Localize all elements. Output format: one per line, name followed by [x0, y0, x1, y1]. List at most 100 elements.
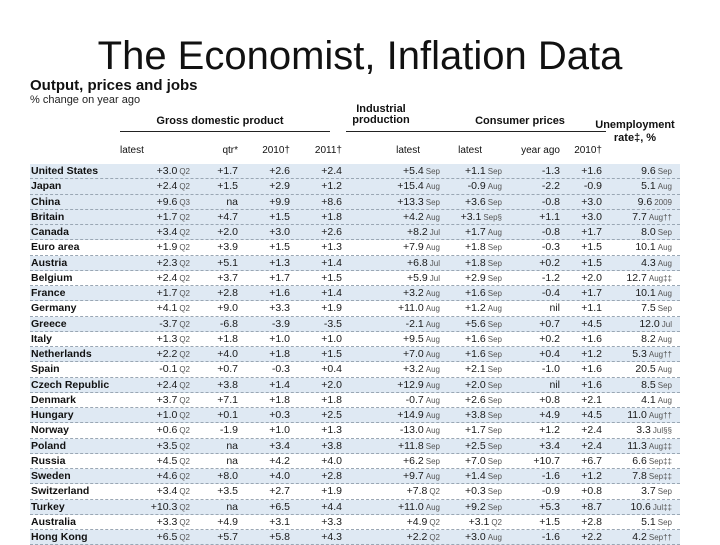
unemployment-rate-value: 5.1	[641, 180, 656, 193]
unemployment-rate-period: Aug‡‡	[648, 441, 672, 451]
table-row: China +9.6 Q3 na +9.9 +8.6 +13.3 Sep +3.6 Sep -0.8…	[30, 194, 680, 210]
unemployment-rate-value: 10.1	[635, 241, 656, 254]
cpi-year-ago-value: +4.9	[539, 409, 560, 421]
unemployment-rate-period: Aug	[657, 365, 672, 375]
country-name: Euro area	[31, 241, 80, 254]
gdp-qtr-value: +3.7	[217, 271, 238, 284]
col-cpi-year-ago: year ago	[521, 145, 560, 156]
cpi-latest-value: +1.6	[465, 332, 486, 345]
gdp-2011: -3.5	[292, 317, 342, 332]
gdp-latest-period: Q2	[179, 426, 190, 436]
gdp-latest-period: Q2	[179, 228, 190, 237]
gdp-qtr-value: -6.8	[219, 317, 238, 330]
cpi-year-ago-value: -0.8	[541, 226, 560, 238]
ip-latest-period: Sep	[425, 167, 440, 176]
cpi-latest-value: +1.8	[465, 256, 486, 269]
gdp-qtr-value: na	[226, 454, 238, 467]
gdp-2010-value: +3.1	[269, 515, 290, 528]
unemployment-rate: 5.1 Sep	[602, 515, 672, 530]
cpi-2010: +2.4	[560, 439, 602, 454]
gdp-latest: +2.3 Q2	[90, 256, 190, 271]
gdp-latest-value: -0.1	[159, 363, 178, 376]
cpi-2010-value: +2.1	[581, 393, 602, 406]
country-name: Greece	[31, 317, 67, 330]
gdp-2011-value: +1.3	[321, 424, 342, 437]
gdp-2011-value: +2.4	[321, 165, 342, 177]
gdp-2011-value: -3.5	[323, 317, 342, 330]
table-row: Russia +4.5 Q2 na +4.2 +4.0 +6.2 Sep +7.0 Sep +10.…	[30, 454, 680, 469]
gdp-qtr-value: +4.7	[217, 210, 238, 223]
gdp-2010: +3.1	[230, 515, 290, 530]
gdp-2010: +3.4	[230, 439, 290, 454]
ip-latest-value: +11.0	[397, 500, 424, 513]
cpi-2010: -0.9	[560, 179, 602, 194]
gdp-latest-value: +3.0	[156, 165, 178, 177]
country-name: Norway	[31, 424, 69, 437]
cpi-2010-value: +1.5	[581, 241, 602, 254]
ip-latest: +7.9 Aug	[340, 240, 440, 255]
cpi-latest-value: +3.1	[468, 515, 490, 528]
gdp-2010-value: +2.9	[269, 180, 290, 193]
cpi-2010: +2.4	[560, 423, 602, 438]
gdp-2011-value: +1.4	[321, 287, 342, 299]
cpi-latest-value: +2.5	[465, 439, 486, 452]
gdp-qtr-value: na	[226, 500, 238, 513]
cpi-latest-value: +1.6	[465, 348, 486, 360]
unemp-group-header-line2: rate‡, %	[613, 132, 657, 144]
country-name: Germany	[31, 302, 77, 315]
gdp-2010: -3.9	[230, 317, 290, 332]
col-gdp-2010: 2010†	[262, 145, 290, 156]
gdp-2010-value: +3.3	[269, 302, 290, 315]
gdp-qtr: +1.5	[182, 179, 238, 194]
ip-latest: +2.2 Q2	[340, 530, 440, 545]
ip-latest: +5.9 Jul	[340, 271, 440, 286]
cpi-latest-value: +1.7	[465, 226, 486, 238]
gdp-2011: +4.3	[292, 530, 342, 545]
cpi-latest-period: Sep	[487, 334, 502, 344]
gdp-2011-value: +0.4	[321, 363, 342, 376]
ip-latest-period: Aug	[425, 212, 440, 222]
table-row: Australia +3.3 Q2 +4.9 +3.1 +3.3 +4.9 Q2 +3.1 Q2 +…	[30, 515, 680, 530]
gdp-latest-value: +4.6	[156, 470, 178, 482]
gdp-2010-value: +3.0	[269, 226, 290, 238]
gdp-2010-value: +9.9	[269, 195, 290, 208]
gdp-latest: +3.0 Q2	[90, 164, 190, 179]
unemployment-rate-value: 7.7	[632, 210, 647, 223]
ip-latest-value: +9.7	[403, 470, 424, 482]
gdp-latest: +2.4 Q2	[90, 271, 190, 286]
gdp-2011: +1.5	[292, 271, 342, 286]
cpi-latest-value: +1.6	[465, 287, 486, 299]
table-row: Spain -0.1 Q2 +0.7 -0.3 +0.4 +3.2 Aug +2.1 Sep -1.…	[30, 362, 680, 378]
cpi-latest: -0.9 Aug	[430, 179, 502, 194]
gdp-qtr-value: +3.9	[217, 241, 238, 254]
ip-latest: +8.2 Jul	[340, 225, 440, 240]
cpi-2010: +6.7	[560, 454, 602, 469]
ip-latest: +6.2 Sep	[340, 454, 440, 469]
cpi-year-ago-value: -1.3	[541, 165, 560, 177]
cpi-latest-value: +9.2	[465, 500, 486, 513]
cpi-2010: +1.2	[560, 469, 602, 484]
table-row: Denmark +3.7 Q2 +7.1 +1.8 +1.8 -0.7 Aug +2.6 Sep +…	[30, 393, 680, 408]
cpi-latest: +3.1 Q2	[430, 515, 502, 530]
ip-latest: +15.4 Aug	[340, 179, 440, 194]
ip-latest-period: Aug	[425, 411, 440, 420]
ip-latest: +3.2 Aug	[340, 362, 440, 377]
cpi-2010-value: +2.2	[581, 531, 602, 543]
cpi-2010: +2.1	[560, 393, 602, 408]
gdp-2010: +1.3	[230, 256, 290, 271]
gdp-2011-value: +1.3	[321, 241, 342, 254]
cpi-2010: +1.1	[560, 301, 602, 316]
cpi-year-ago: -1.3	[500, 164, 560, 179]
gdp-2011-value: +1.8	[321, 393, 342, 406]
unemployment-rate-value: 11.3	[627, 439, 647, 452]
cpi-latest-value: +2.0	[465, 378, 486, 391]
gdp-2010: +2.6	[230, 164, 290, 179]
gdp-2011: +1.8	[292, 210, 342, 225]
gdp-2011-value: +4.3	[321, 531, 342, 543]
gdp-2010-value: +1.8	[269, 348, 290, 360]
cpi-2010-value: +8.7	[581, 500, 602, 513]
unemployment-rate-value: 3.3	[636, 424, 651, 437]
gdp-latest-period: Q2	[179, 487, 190, 497]
cpi-latest-period: Sep	[487, 350, 502, 359]
ip-latest: +7.8 Q2	[340, 484, 440, 499]
